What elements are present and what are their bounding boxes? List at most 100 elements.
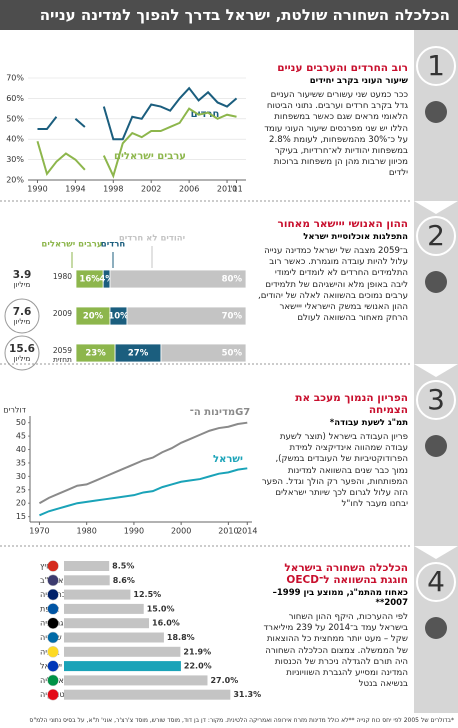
value-label: 12.5%: [133, 590, 161, 599]
section-title: רוב החרדים והערבים עניים: [277, 62, 408, 74]
flag: [47, 660, 59, 672]
y-tick-label: 20%: [6, 176, 24, 185]
total-value: 7.6: [13, 306, 32, 318]
footnote: *בדולרים של 2005 לפי יחס כוח קנייה **לא …: [29, 717, 454, 724]
x-tick-label: 1998: [103, 185, 123, 194]
series-label: מדינות ה־G7: [190, 407, 251, 418]
flag: [47, 631, 59, 644]
series-label: חרדים: [191, 109, 220, 120]
y-tick-label: 50: [16, 418, 26, 427]
series-line: [37, 86, 238, 141]
section-title: ההון האנושי ייישאר מאחור: [277, 218, 408, 230]
section-number: 1: [427, 49, 445, 82]
series-line: [38, 421, 248, 505]
legend-label: חרדים: [101, 240, 126, 250]
section-body: פריון העבודה בישראל (תוצר לשעת עבודה שמה…: [261, 432, 408, 510]
total-value: 15.6: [9, 343, 35, 355]
bar: [64, 618, 150, 629]
x-tick-label: 2010: [217, 185, 237, 194]
y-tick-label: 70%: [6, 74, 24, 83]
value-label: 16.0%: [152, 619, 180, 628]
bar: [64, 675, 208, 686]
x-tick-label: 2014: [237, 527, 257, 536]
category-label: 2059 תחזית: [52, 346, 72, 364]
x-tick-label: 2010: [218, 527, 238, 536]
flag: [47, 560, 59, 572]
value-label: 16%: [79, 275, 100, 285]
y-tick-label: 30: [16, 472, 26, 481]
legend-label: ערבים ישראלים: [41, 240, 102, 250]
series-line: [36, 107, 237, 179]
section-subtitle: התפלגות אוכלוסיית ישראל: [303, 232, 408, 242]
flag: [47, 617, 59, 629]
flag: [47, 574, 59, 587]
series-line: [39, 467, 248, 517]
value-label: 20%: [83, 312, 104, 322]
total-unit: מיליון: [14, 280, 31, 289]
section: רוב החרדים והערבים עניים שיעור העוני בקר…: [258, 62, 408, 180]
y-tick-label: 25: [16, 485, 26, 494]
y-tick-label: 20: [16, 499, 26, 508]
x-tick-label: 1970: [29, 527, 49, 536]
section-number: 3: [427, 383, 445, 416]
value-label: 21.9%: [183, 647, 211, 656]
section-number: 2: [427, 219, 445, 252]
value-label: 8.5%: [112, 562, 134, 571]
value-label: 27.0%: [210, 676, 238, 685]
bar-segment: [126, 306, 247, 326]
value-label: 4%: [99, 275, 114, 285]
section: ההון האנושי ייישאר מאחור התפלגות אוכלוסי…: [258, 218, 408, 324]
y-tick-label: 50%: [6, 114, 24, 123]
value-label: 10%: [108, 312, 129, 322]
page-title: הכלכלה השחורה שולטת, ישראל בדרך להפוך למ…: [0, 0, 458, 30]
y-axis-label: דולרים: [3, 406, 26, 415]
total-value: 3.9: [13, 269, 32, 281]
total-ring: [4, 335, 40, 371]
value-label: 70%: [222, 312, 243, 322]
category-label: 2009: [52, 309, 72, 318]
number-ring: [416, 216, 456, 256]
chevron: [414, 546, 458, 559]
number-ring: [416, 562, 456, 602]
value-label: 27%: [128, 349, 149, 359]
section-subtitle: שיעור העוני בקרב יחידים: [309, 76, 408, 86]
number-ring: [416, 380, 456, 420]
section-icon: [425, 435, 447, 457]
section-body: ב־2059 מצבה של ישראל כמדינה ענייה עלול ל…: [257, 246, 408, 324]
x-tick-label: '11: [230, 185, 242, 194]
bar: [64, 589, 131, 600]
flag: [47, 603, 59, 615]
section-title: הכלכלה השחורה בישראל חוגגת בהשוואה ל־OEC…: [284, 562, 408, 586]
value-label: 23%: [85, 349, 106, 359]
value-label: 50%: [222, 349, 243, 359]
y-tick-label: 30%: [6, 155, 24, 164]
value-label: 8.6%: [113, 576, 135, 585]
category-label: 1980: [52, 272, 72, 281]
value-label: 15.0%: [147, 604, 175, 613]
bar: [64, 603, 144, 614]
x-tick-label: 2006: [179, 185, 199, 194]
value-label: 22.0%: [184, 662, 212, 671]
total-ring: [4, 298, 40, 334]
bar-segment: [160, 343, 247, 363]
x-tick-label: 1990: [27, 185, 47, 194]
y-tick-label: 35: [16, 458, 26, 467]
number-ring: [416, 46, 456, 86]
total-unit: מיליון: [14, 354, 31, 363]
bar: [64, 646, 181, 657]
value-label: 80%: [222, 275, 243, 285]
section-title: הפריון הנמוך מעכב את הצמיחה: [295, 392, 408, 416]
chevron: [414, 201, 458, 214]
y-tick-label: 45: [16, 432, 26, 441]
value-label: 31.3%: [233, 690, 261, 699]
bar: [64, 561, 110, 571]
section-icon: [425, 617, 447, 639]
section: הפריון הנמוך מעכב את הצמיחה תמ"ג לשעת עב…: [258, 392, 408, 510]
chevron: [414, 364, 458, 377]
section-icon: [425, 271, 447, 293]
section-number: 4: [427, 565, 445, 598]
value-label: 18.8%: [167, 633, 195, 642]
flag: [47, 674, 59, 687]
series-label: ישראל: [213, 454, 243, 465]
